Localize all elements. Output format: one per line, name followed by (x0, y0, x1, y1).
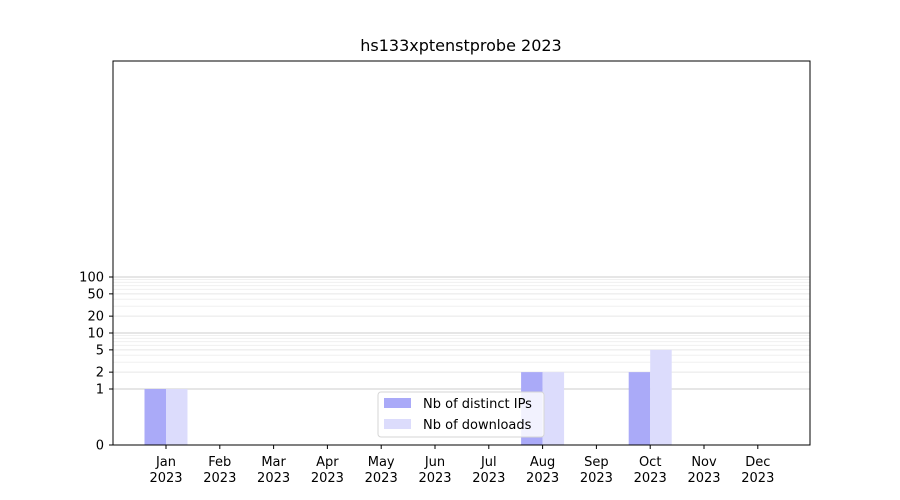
y-tick-label: 10 (87, 327, 104, 342)
x-tick-label: May 2023 (365, 455, 398, 486)
y-tick-label: 0 (96, 439, 104, 454)
x-tick-label: Dec 2023 (741, 455, 774, 486)
legend-box (377, 391, 545, 438)
x-tick-label: Jun 2023 (418, 455, 451, 486)
y-tick-label: 2 (96, 366, 104, 381)
legend-label: Nb of downloads (423, 418, 532, 433)
x-tick-label: Jan 2023 (149, 455, 182, 486)
legend: Nb of distinct IPs Nb of downloads (377, 391, 545, 438)
y-tick-label: 20 (87, 310, 104, 325)
chart-title: hs133xptenstprobe 2023 (360, 36, 561, 55)
x-tick-label: Nov 2023 (687, 455, 720, 486)
x-tick-label: Oct 2023 (634, 455, 667, 486)
x-tick-label: Mar 2023 (257, 455, 290, 486)
legend-swatch (384, 398, 411, 408)
y-tick-label: 5 (96, 343, 104, 358)
y-tick-label: 1 (96, 383, 104, 398)
legend-swatch (384, 419, 411, 429)
bar-downloads (650, 349, 672, 445)
x-tick-label: Apr 2023 (311, 455, 344, 486)
bar-downloads (542, 372, 565, 445)
plot-frame (112, 60, 811, 446)
bar-distinct-ips (628, 372, 651, 445)
x-tick-label: Feb 2023 (203, 455, 236, 486)
grid-lines (113, 276, 810, 390)
x-tick-label: Aug 2023 (526, 455, 559, 486)
y-tick-label: 50 (87, 287, 104, 302)
y-tick-label: 100 (79, 271, 104, 286)
x-tick-label: Jul 2023 (472, 455, 505, 486)
x-axis: Jan 2023 Feb 2023 Mar 2023 Apr 2023 May 2023 Jun 20… (149, 445, 774, 486)
bar-downloads (166, 389, 188, 445)
bar-distinct-ips (144, 389, 166, 445)
x-tick-label: Sep 2023 (580, 455, 613, 486)
legend-label: Nb of distinct IPs (423, 397, 532, 412)
